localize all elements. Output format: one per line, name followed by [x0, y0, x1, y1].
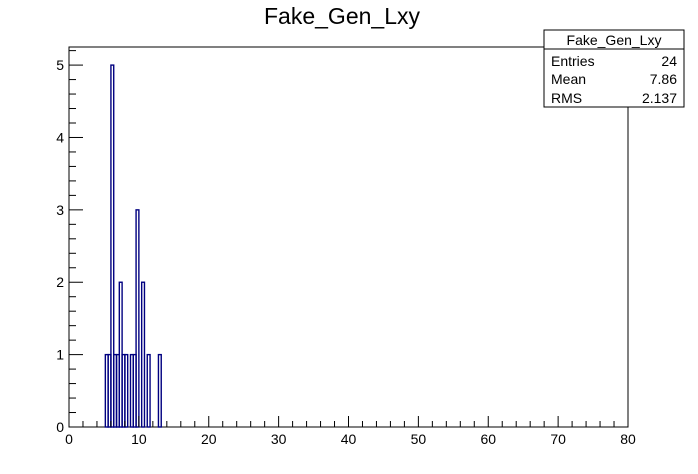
chart-title: Fake_Gen_Lxy [264, 3, 420, 29]
x-tick-label: 40 [341, 431, 357, 447]
y-tick-label: 5 [56, 57, 64, 73]
x-tick-label: 10 [131, 431, 147, 447]
stats-value-rms: 2.137 [642, 90, 677, 106]
histogram-bin-12 [146, 353, 151, 428]
stats-box: Fake_Gen_Lxy Entries 24 Mean 7.86 RMS 2.… [543, 29, 685, 108]
stats-label-mean: Mean [551, 71, 586, 87]
stats-box-title: Fake_Gen_Lxy [567, 32, 662, 48]
stats-label-entries: Entries [551, 53, 595, 69]
histogram-bars [104, 64, 162, 428]
y-tick-label: 3 [56, 202, 64, 218]
y-axis: 0 1 2 3 4 5 [56, 50, 83, 435]
x-axis: 0 10 20 30 40 50 60 70 80 [65, 416, 636, 447]
stats-label-rms: RMS [551, 90, 582, 106]
stats-value-mean: 7.86 [650, 71, 677, 87]
x-tick-label: 80 [620, 431, 636, 447]
x-tick-label: 30 [271, 431, 287, 447]
x-tick-label: 60 [480, 431, 496, 447]
plot-frame [68, 46, 629, 428]
histogram-bin-2 [110, 64, 115, 428]
y-tick-label: 1 [56, 347, 64, 363]
x-tick-label: 20 [201, 431, 217, 447]
histogram-bin-10 [135, 209, 140, 428]
y-tick-label: 4 [56, 129, 64, 145]
stats-box-frame [543, 29, 685, 108]
x-tick-label: 70 [550, 431, 566, 447]
x-tick-label: 50 [411, 431, 427, 447]
y-tick-label: 2 [56, 274, 64, 290]
x-tick-label: 0 [65, 431, 73, 447]
histogram-bin-11 [140, 281, 146, 428]
stats-value-entries: 24 [661, 53, 677, 69]
y-tick-label: 0 [56, 419, 64, 435]
histogram-bin-7 [124, 353, 129, 428]
histogram-bin-13 [157, 353, 162, 428]
